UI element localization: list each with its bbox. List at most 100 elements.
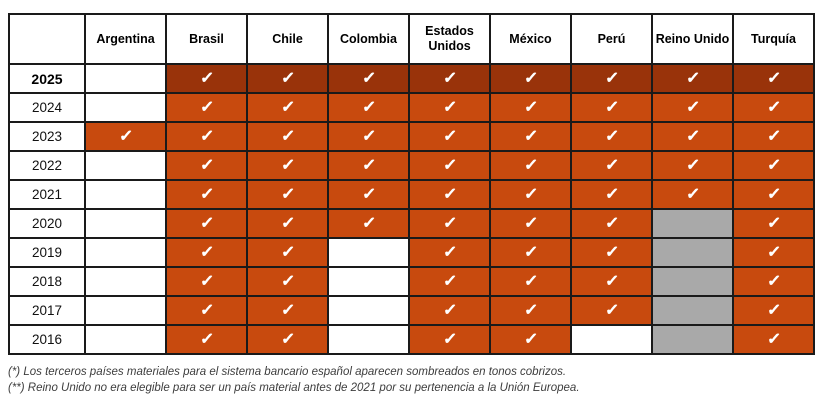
check-icon: ✓ [441, 69, 458, 87]
cell-2022-argentina [84, 150, 167, 181]
table-row-2023: 2023 ✓ ✓ ✓ ✓ ✓ ✓ ✓ ✓ ✓ [8, 121, 815, 152]
cell-2021-argentina [84, 179, 167, 210]
cell-2019-turquia: ✓ [732, 237, 815, 268]
cell-2023-reino-unido: ✓ [651, 121, 734, 152]
check-icon: ✓ [603, 69, 620, 87]
cell-2024-turquia: ✓ [732, 92, 815, 123]
check-icon: ✓ [603, 185, 620, 203]
cell-2024-reino-unido: ✓ [651, 92, 734, 123]
check-icon: ✓ [603, 98, 620, 116]
cell-2020-colombia: ✓ [327, 208, 410, 239]
cell-2024-brasil: ✓ [165, 92, 248, 123]
check-icon: ✓ [765, 243, 782, 261]
cell-2025-turquia: ✓ [732, 63, 815, 94]
cell-2017-brasil: ✓ [165, 295, 248, 326]
col-header-colombia: Colombia [327, 13, 410, 65]
row-label-2020: 2020 [8, 208, 86, 239]
check-icon: ✓ [684, 185, 701, 203]
cell-2025-estados-unidos: ✓ [408, 63, 491, 94]
check-icon: ✓ [198, 243, 215, 261]
check-icon: ✓ [279, 301, 296, 319]
cell-2021-chile: ✓ [246, 179, 329, 210]
check-icon: ✓ [684, 69, 701, 87]
cell-2024-peru: ✓ [570, 92, 653, 123]
cell-2023-chile: ✓ [246, 121, 329, 152]
cell-2025-brasil: ✓ [165, 63, 248, 94]
col-header-argentina: Argentina [84, 13, 167, 65]
check-icon: ✓ [279, 156, 296, 174]
cell-2017-chile: ✓ [246, 295, 329, 326]
cell-2023-turquia: ✓ [732, 121, 815, 152]
check-icon: ✓ [765, 214, 782, 232]
row-label-2016: 2016 [8, 324, 86, 355]
cell-2018-estados-unidos: ✓ [408, 266, 491, 297]
check-icon: ✓ [279, 214, 296, 232]
cell-2022-brasil: ✓ [165, 150, 248, 181]
cell-2025-reino-unido: ✓ [651, 63, 734, 94]
cell-2017-estados-unidos: ✓ [408, 295, 491, 326]
table-row-2019: 2019 ✓ ✓ ✓ ✓ ✓ ✓ [8, 237, 815, 268]
cell-2018-chile: ✓ [246, 266, 329, 297]
check-icon: ✓ [684, 156, 701, 174]
cell-2019-estados-unidos: ✓ [408, 237, 491, 268]
check-icon: ✓ [360, 98, 377, 116]
table-header: Argentina Brasil Chile Colombia Estados Unid… [8, 13, 815, 65]
cell-2018-mexico: ✓ [489, 266, 572, 297]
row-label-2022: 2022 [8, 150, 86, 181]
cell-2020-mexico: ✓ [489, 208, 572, 239]
col-header-mexico: México [489, 13, 572, 65]
check-icon: ✓ [522, 127, 539, 145]
check-icon: ✓ [279, 185, 296, 203]
check-icon: ✓ [441, 98, 458, 116]
check-icon: ✓ [441, 330, 458, 348]
cell-2022-reino-unido: ✓ [651, 150, 734, 181]
check-icon: ✓ [198, 98, 215, 116]
check-icon: ✓ [684, 98, 701, 116]
footnote-2: (**) Reino Unido no era elegible para se… [8, 382, 580, 395]
check-icon: ✓ [603, 156, 620, 174]
check-icon: ✓ [198, 272, 215, 290]
check-icon: ✓ [279, 330, 296, 348]
check-icon: ✓ [441, 127, 458, 145]
cell-2016-argentina [84, 324, 167, 355]
check-icon: ✓ [522, 98, 539, 116]
cell-2019-argentina [84, 237, 167, 268]
row-label-2018: 2018 [8, 266, 86, 297]
cell-2016-chile: ✓ [246, 324, 329, 355]
check-icon: ✓ [522, 272, 539, 290]
cell-2023-argentina: ✓ [84, 121, 167, 152]
cell-2023-brasil: ✓ [165, 121, 248, 152]
cell-2021-colombia: ✓ [327, 179, 410, 210]
cell-2024-estados-unidos: ✓ [408, 92, 491, 123]
table-row-2024: 2024 ✓ ✓ ✓ ✓ ✓ ✓ ✓ ✓ [8, 92, 815, 123]
check-icon: ✓ [522, 156, 539, 174]
cell-2021-reino-unido: ✓ [651, 179, 734, 210]
cell-2024-colombia: ✓ [327, 92, 410, 123]
cell-2017-colombia [327, 295, 410, 326]
cell-2025-peru: ✓ [570, 63, 653, 94]
materiality-table: Argentina Brasil Chile Colombia Estados Unid… [8, 13, 815, 355]
cell-2025-chile: ✓ [246, 63, 329, 94]
check-icon: ✓ [360, 214, 377, 232]
cell-2025-argentina [84, 63, 167, 94]
cell-2020-brasil: ✓ [165, 208, 248, 239]
check-icon: ✓ [198, 69, 215, 87]
cell-2022-colombia: ✓ [327, 150, 410, 181]
check-icon: ✓ [279, 272, 296, 290]
check-icon: ✓ [198, 330, 215, 348]
col-header-reino-unido: Reino Unido [651, 13, 734, 65]
check-icon: ✓ [765, 272, 782, 290]
cell-2018-brasil: ✓ [165, 266, 248, 297]
cell-2018-peru: ✓ [570, 266, 653, 297]
cell-2021-estados-unidos: ✓ [408, 179, 491, 210]
cell-2020-peru: ✓ [570, 208, 653, 239]
cell-2016-reino-unido [651, 324, 734, 355]
cell-2020-reino-unido [651, 208, 734, 239]
row-label-2023: 2023 [8, 121, 86, 152]
cell-2022-peru: ✓ [570, 150, 653, 181]
check-icon: ✓ [279, 69, 296, 87]
check-icon: ✓ [279, 127, 296, 145]
check-icon: ✓ [117, 127, 134, 145]
cell-2017-argentina [84, 295, 167, 326]
check-icon: ✓ [441, 301, 458, 319]
